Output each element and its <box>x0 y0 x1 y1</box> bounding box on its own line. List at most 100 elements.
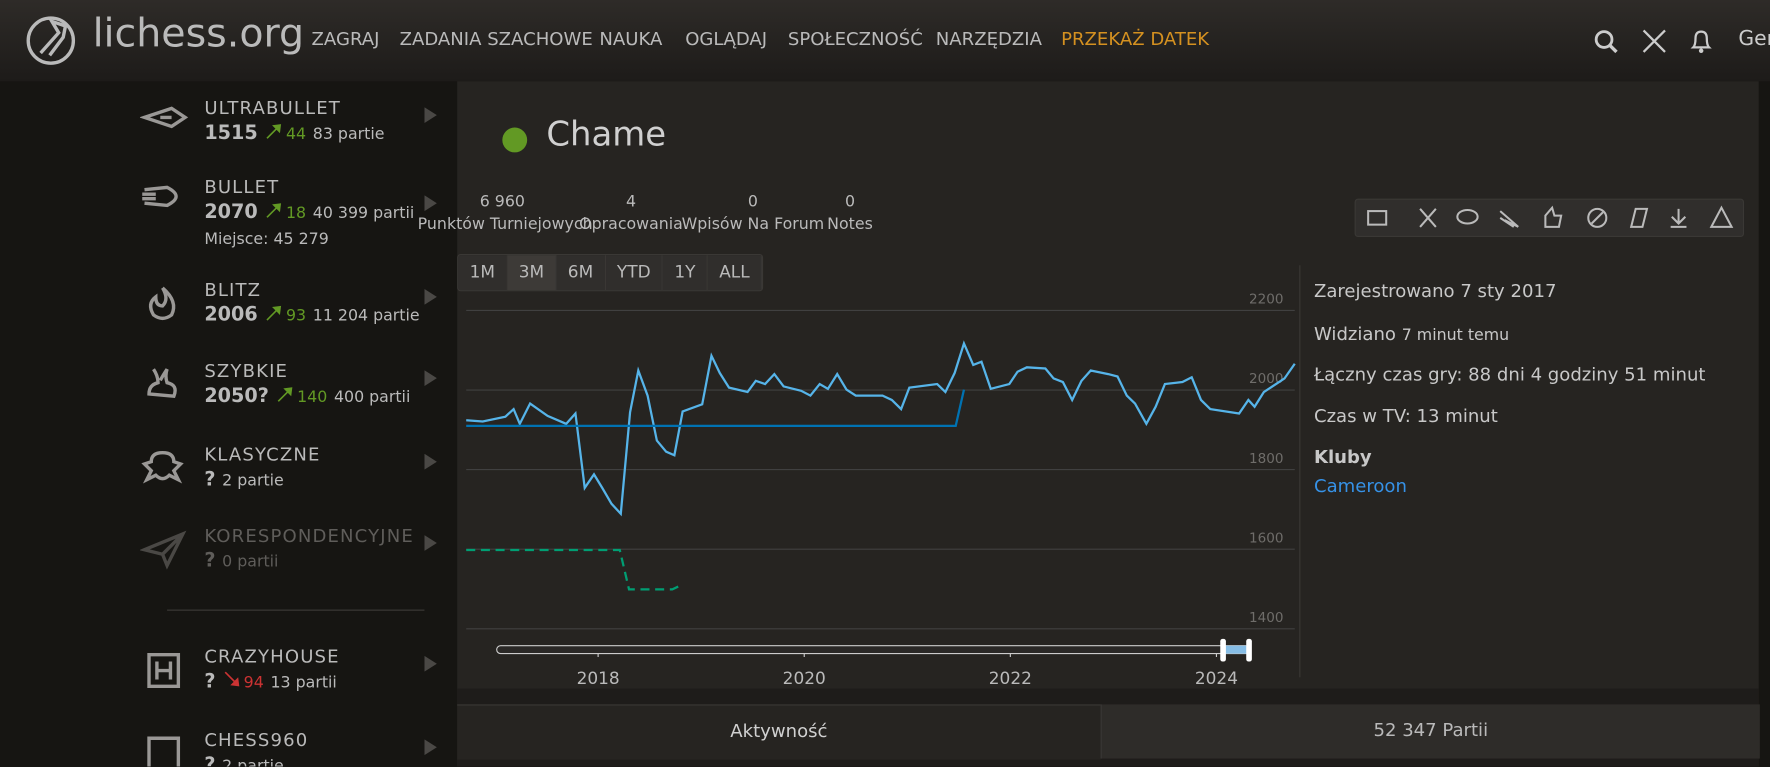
perf-arrow[interactable] <box>424 288 438 305</box>
perf-glyph <box>148 286 176 321</box>
seen-value: 7 minut temu <box>1401 326 1510 345</box>
search-icon[interactable] <box>1592 27 1624 56</box>
trend-arrow <box>266 124 282 139</box>
trend-arrow <box>277 387 293 402</box>
arrow-glyph <box>266 124 282 139</box>
perf-name[interactable]: ULTRABULLET <box>204 97 341 119</box>
club-link[interactable]: Cameroon <box>1313 475 1407 497</box>
perf-rating-row: ? 94 13 partii <box>204 671 337 694</box>
range-selector: 1M 3M 6M YTD 1Y ALL <box>457 253 764 292</box>
range-button[interactable]: 1Y <box>663 255 708 291</box>
perf-games: 11 204 partie <box>312 307 420 326</box>
perf-rating: ? <box>204 670 216 694</box>
perf-name[interactable]: BLITZ <box>204 278 262 301</box>
stat-value: 4 <box>625 193 637 212</box>
perf-rating-row: 2070 18 40 399 partii <box>204 201 414 224</box>
perf-icon <box>148 286 176 321</box>
perf-arrow[interactable] <box>424 107 438 124</box>
username: Chame <box>546 115 667 155</box>
navigator-handle[interactable] <box>1246 638 1252 662</box>
stat-label: Opracowania <box>579 215 683 234</box>
stat-value: 0 <box>844 193 856 212</box>
perf-icon <box>139 106 189 129</box>
user-menu[interactable]: Ger <box>1738 27 1770 51</box>
bell-icon[interactable] <box>1688 27 1717 56</box>
nav-item[interactable]: NAUKA <box>599 28 663 50</box>
tab[interactable]: Aktywność <box>457 704 1101 760</box>
perf-arrow[interactable] <box>424 370 438 387</box>
perf-icon <box>147 368 177 399</box>
registered: Zarejestrowano 7 sty 2017 <box>1313 279 1557 302</box>
range-button[interactable]: ALL <box>707 255 763 291</box>
navigator-window <box>1223 645 1250 654</box>
rating-line <box>466 548 683 591</box>
nav-item[interactable]: ZAGRAJ <box>311 28 380 50</box>
perf-arrow[interactable] <box>424 453 438 470</box>
perf-rating-row: 2006 93 11 204 partie <box>204 304 419 327</box>
perf-rank: Miejsce: 45 279 <box>204 230 329 249</box>
range-button[interactable]: 6M <box>556 255 606 291</box>
navigator-handle[interactable] <box>1220 638 1226 662</box>
action-bar <box>1354 198 1745 238</box>
perf-rating: 2050? <box>204 384 269 408</box>
nav-item[interactable]: NARZĘDZIA <box>935 28 1042 50</box>
perf-games: 0 partii <box>222 553 279 572</box>
trend-arrow <box>266 203 282 218</box>
perf-arrow[interactable] <box>424 739 438 756</box>
nav-item[interactable]: ZADANIA SZACHOWE <box>399 28 593 50</box>
perf-progress: 44 <box>285 125 307 144</box>
perf-arrow[interactable] <box>424 195 438 212</box>
perf-icon <box>147 736 181 767</box>
perf-rating-row: ? 2 partie <box>204 754 283 766</box>
playtime: Łączny czas gry: 88 dni 4 godziny 51 min… <box>1313 363 1706 385</box>
arrow-glyph <box>424 107 437 124</box>
perf-rating-row: 1515 44 83 partie <box>204 122 384 145</box>
arrow-glyph <box>424 370 437 387</box>
perf-name[interactable]: CHESS960 <box>204 729 309 751</box>
perf-glyph <box>147 653 181 689</box>
perf-arrow[interactable] <box>424 655 438 672</box>
tabs: Aktywność 52 347 Partii <box>457 688 1760 767</box>
trend-arrow <box>266 305 282 321</box>
divider <box>1299 265 1301 678</box>
perf-rating: ? <box>204 549 216 573</box>
clubs-title: Kluby <box>1313 445 1372 468</box>
arrow-glyph <box>266 203 282 218</box>
stat-label: Notes <box>827 215 873 234</box>
play-icon[interactable] <box>1640 27 1669 56</box>
perf-name[interactable]: KLASYCZNE <box>204 443 321 466</box>
online-dot <box>502 127 528 153</box>
perf-rating: ? <box>204 754 216 767</box>
y-tick-label: 1600 <box>1249 530 1283 546</box>
action-icons[interactable] <box>1356 200 1743 236</box>
perf-arrow[interactable] <box>424 535 438 551</box>
perf-games: 400 partii <box>333 388 411 407</box>
tab[interactable]: 52 347 Partii <box>1100 704 1760 759</box>
logo-icon[interactable] <box>25 12 79 66</box>
nav-item[interactable]: PRZEKAŻ DATEK <box>1061 28 1210 50</box>
perf-games: 13 partii <box>270 673 337 692</box>
range-button[interactable]: 3M <box>507 255 557 291</box>
nav-item[interactable]: OGLĄDAJ <box>685 28 768 50</box>
perf-name[interactable]: SZYBKIE <box>204 360 289 382</box>
rating-line <box>466 389 966 427</box>
perf-icon <box>141 450 184 484</box>
perf-name[interactable]: BULLET <box>204 176 280 198</box>
y-tick-label: 1400 <box>1249 610 1283 626</box>
x-tick-label: 2020 <box>783 668 826 688</box>
range-button[interactable]: 1M <box>458 255 508 291</box>
logo[interactable]: lichess.org <box>92 11 305 57</box>
perf-name[interactable]: KORESPONDENCYJNE <box>204 524 414 547</box>
nav-item[interactable]: SPOŁECZNOŚĆ <box>787 28 923 50</box>
rating-chart: 1400 1600 1800 2000 2200 2018 2020 2022 2024 <box>466 292 1296 688</box>
x-tick-label: 2022 <box>989 668 1032 688</box>
perf-rating: 1515 <box>204 121 258 145</box>
range-button[interactable]: YTD <box>605 255 664 291</box>
x-tick-label: 2018 <box>577 668 620 688</box>
arrow-glyph <box>424 195 437 212</box>
perf-name[interactable]: CRAZYHOUSE <box>204 645 340 668</box>
separator <box>167 609 425 611</box>
seen-label: Widziano <box>1313 322 1396 345</box>
perf-glyph <box>141 450 184 484</box>
